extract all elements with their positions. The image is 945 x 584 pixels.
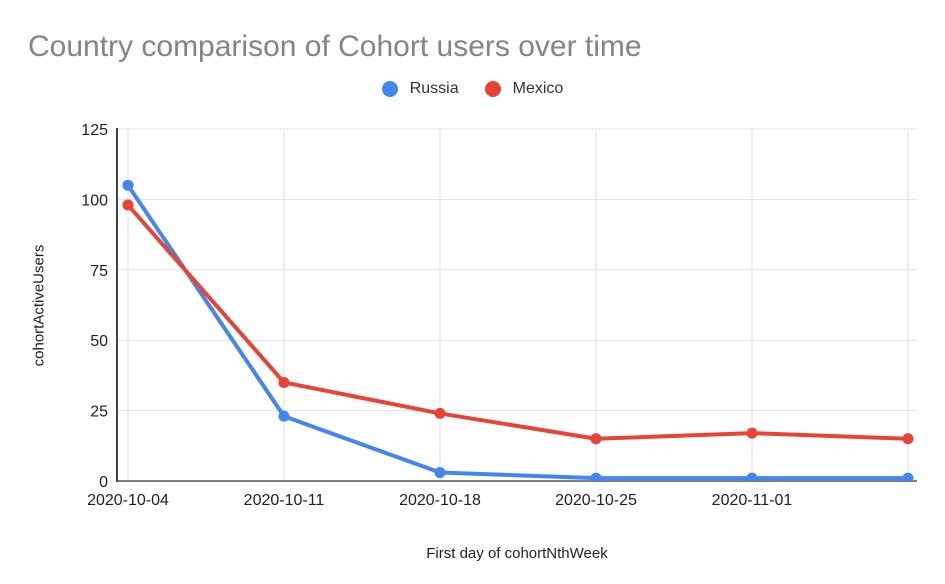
x-tick-label: 2020-10-04 bbox=[87, 492, 169, 509]
data-point-russia[interactable] bbox=[434, 467, 446, 479]
x-tick-label: 2020-10-18 bbox=[399, 492, 481, 509]
data-point-mexico[interactable] bbox=[590, 433, 602, 445]
x-tick-label: 2020-11-01 bbox=[712, 492, 793, 509]
x-axis-title: First day of cohortNthWeek bbox=[426, 545, 608, 562]
y-tick-label: 100 bbox=[81, 192, 108, 209]
data-point-russia[interactable] bbox=[278, 410, 290, 422]
x-tick-label: 2020-10-25 bbox=[555, 492, 637, 509]
chart-title: Country comparison of Cohort users over … bbox=[28, 30, 642, 63]
data-point-russia[interactable] bbox=[122, 179, 134, 191]
legend-label-mexico: Mexico bbox=[512, 80, 564, 97]
y-tick-label: 0 bbox=[99, 474, 108, 491]
legend-marker-russia-icon bbox=[381, 81, 398, 97]
data-point-russia[interactable] bbox=[590, 472, 602, 484]
data-point-russia[interactable] bbox=[746, 472, 758, 484]
data-point-mexico[interactable] bbox=[434, 407, 446, 419]
data-point-mexico[interactable] bbox=[746, 427, 758, 439]
y-tick-label: 25 bbox=[90, 404, 108, 421]
data-point-mexico[interactable] bbox=[902, 433, 914, 445]
y-tick-label: 75 bbox=[90, 263, 108, 280]
x-tick-label: 2020-10-11 bbox=[244, 492, 325, 509]
legend-marker-mexico-icon bbox=[484, 81, 501, 97]
legend-item-mexico[interactable]: Mexico bbox=[484, 80, 564, 98]
data-point-mexico[interactable] bbox=[278, 376, 290, 388]
legend-item-russia[interactable]: Russia bbox=[381, 80, 459, 98]
legend-label-russia: Russia bbox=[409, 80, 459, 97]
data-point-russia[interactable] bbox=[902, 472, 914, 484]
series-line-russia bbox=[126, 183, 910, 481]
y-tick-label: 125 bbox=[81, 122, 108, 139]
data-point-mexico[interactable] bbox=[122, 199, 134, 211]
y-tick-label: 50 bbox=[90, 333, 108, 350]
series-line-mexico bbox=[126, 203, 910, 441]
chart-legend: Russia Mexico bbox=[0, 79, 945, 99]
